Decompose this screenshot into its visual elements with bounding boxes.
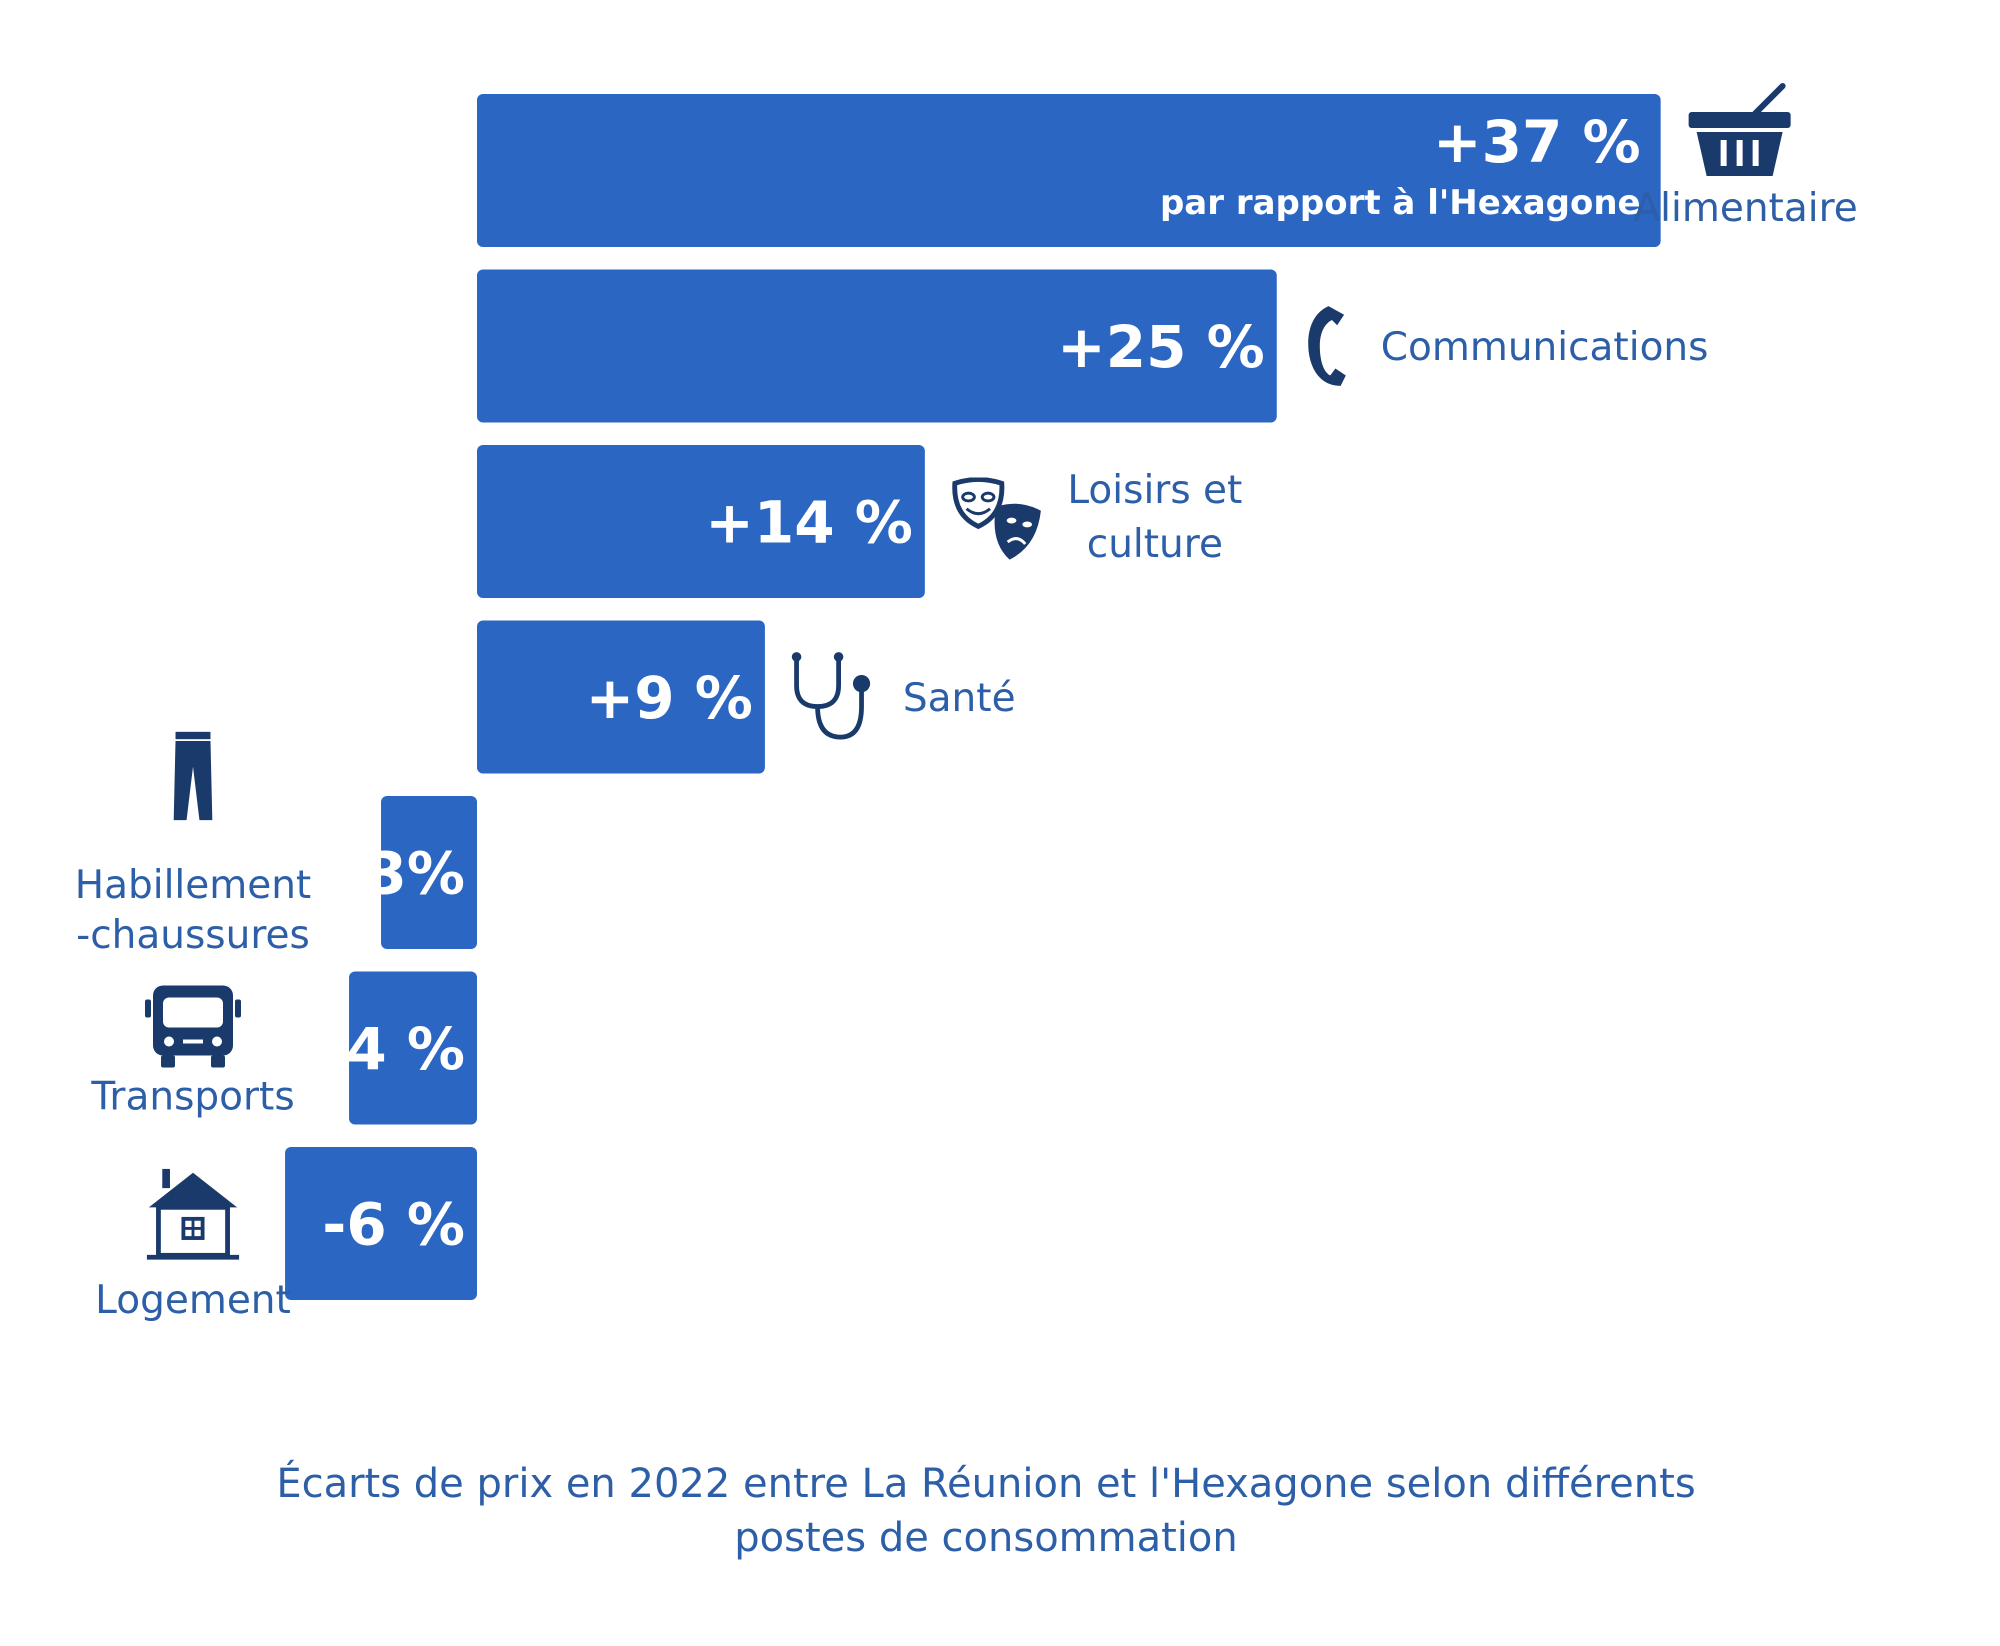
bus-icon <box>145 985 241 1068</box>
phone-icon <box>1308 306 1346 386</box>
bar-communications <box>477 269 1277 423</box>
bar-value-label: -4 % <box>322 1015 465 1083</box>
chart-caption-line: postes de consommation <box>734 1515 1237 1561</box>
category-label-line: Habillement <box>75 863 311 908</box>
category-label-line: Logement <box>95 1278 291 1323</box>
category-label-line: culture <box>1087 522 1223 567</box>
bar-transports <box>349 971 477 1125</box>
bar-value-label: +25 % <box>1057 313 1265 381</box>
trousers-icon <box>173 731 213 821</box>
category-label: Alimentaire <box>1634 186 1858 231</box>
bar-sant <box>477 620 765 774</box>
bar-value-label: -3% <box>342 840 465 908</box>
theater-masks-icon <box>955 479 1041 559</box>
bar-alimentaire <box>477 94 1661 247</box>
bar-group-loisirs-et-culture: +14 % Loisirs et culture <box>477 445 1242 598</box>
category-label-line: Transports <box>90 1075 294 1120</box>
category-label-line: -chaussures <box>76 913 310 958</box>
bar-group-habillement-chaussures: -3% Habillement -chaussures <box>75 731 477 958</box>
bar-habillement-chaussures <box>381 796 477 949</box>
bar-note-label: par rapport à l'Hexagone <box>1160 183 1641 223</box>
bar-logement <box>285 1147 477 1300</box>
bar-group-transports: -4 % Transports <box>90 971 477 1125</box>
bar-value-label: +37 % <box>1433 108 1641 176</box>
bar-group-sant: +9 % Santé <box>477 620 1016 774</box>
bar-group-logement: -6 % Logement <box>95 1147 477 1323</box>
bar-value-label: +14 % <box>705 489 913 557</box>
bar-loisirs-et-culture <box>477 445 925 598</box>
category-label-line: Loisirs et <box>1067 468 1242 513</box>
house-icon <box>147 1169 239 1257</box>
bar-group-communications: +25 % Communications <box>477 269 1709 423</box>
basket-icon <box>1689 86 1791 176</box>
chart-caption-line: Écarts de prix en 2022 entre La Réunion … <box>276 1459 1695 1507</box>
bar-value-label: -6 % <box>322 1191 465 1259</box>
category-label: Communications <box>1381 325 1709 370</box>
stethoscope-icon <box>792 652 870 737</box>
bar-value-label: +9 % <box>586 664 753 732</box>
category-label: Santé <box>903 676 1016 721</box>
